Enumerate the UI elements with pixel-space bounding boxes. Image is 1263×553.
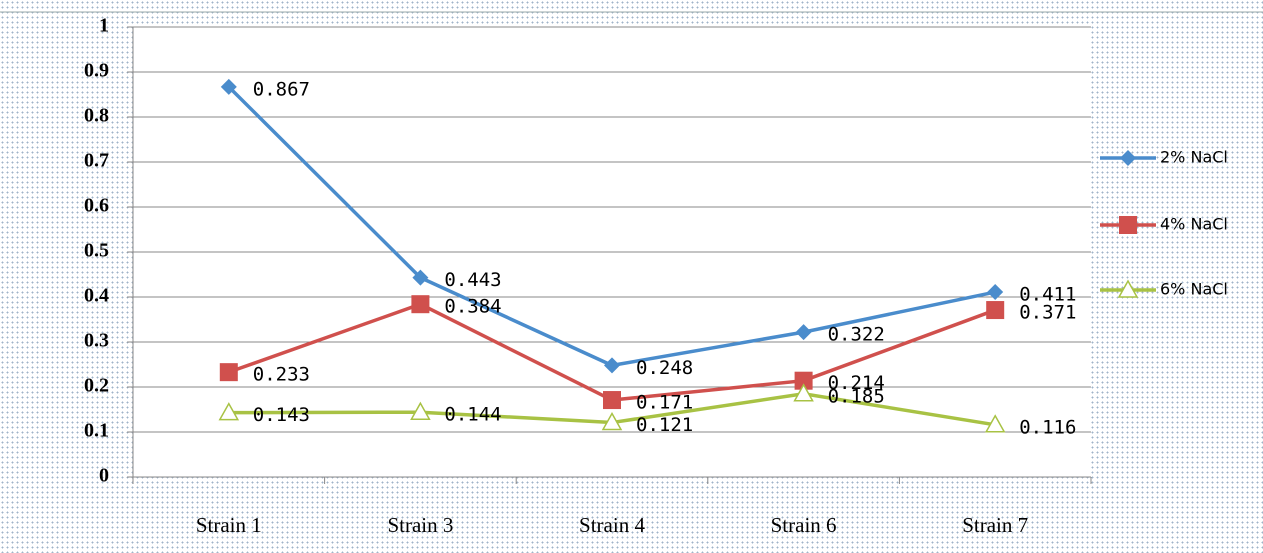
data-label: 0.171 <box>636 392 693 414</box>
data-label: 0.371 <box>1019 302 1076 324</box>
data-label: 0.443 <box>444 269 501 291</box>
marker <box>410 401 431 420</box>
legend-item: 6% NaCl <box>1100 279 1228 299</box>
y-tick-label: 0.5 <box>84 240 109 262</box>
marker <box>1119 216 1137 234</box>
marker <box>411 295 430 314</box>
data-label: 0.867 <box>253 78 310 100</box>
marker <box>603 391 621 410</box>
marker <box>793 383 814 402</box>
marker <box>218 402 240 421</box>
data-label: 0.248 <box>636 357 693 379</box>
marker <box>604 357 620 374</box>
marker <box>987 284 1004 301</box>
data-label: 0.214 <box>828 372 885 394</box>
legend-label: 4% NaCl <box>1160 215 1228 234</box>
legend-item: 2% NaCl <box>1100 148 1228 167</box>
y-tick-label: 0.9 <box>84 60 109 82</box>
legend-item: 4% NaCl <box>1100 215 1228 234</box>
marker <box>984 414 1006 433</box>
y-tick-label: 0.6 <box>84 195 109 217</box>
marker <box>601 412 623 431</box>
y-tick-label: 0 <box>99 465 109 487</box>
marker <box>412 269 429 286</box>
data-label: 0.322 <box>828 324 885 346</box>
data-label: 0.185 <box>828 385 885 407</box>
marker <box>219 363 238 382</box>
data-label: 0.116 <box>1019 416 1076 438</box>
x-tick-label: Strain 1 <box>196 513 262 537</box>
x-tick-label: Strain 3 <box>387 513 453 537</box>
marker <box>1120 150 1136 166</box>
y-tick-label: 0.1 <box>84 420 109 442</box>
marker <box>1117 279 1139 298</box>
x-tick-label: Strain 6 <box>771 513 837 537</box>
data-label: 0.233 <box>253 364 310 386</box>
x-tick-label: Strain 7 <box>962 513 1028 537</box>
legend-label: 2% NaCl <box>1160 148 1228 167</box>
y-tick-label: 0.4 <box>84 285 109 307</box>
data-label: 0.411 <box>1019 284 1076 306</box>
data-label: 0.144 <box>444 404 501 426</box>
y-tick-label: 1 <box>99 15 109 37</box>
y-tick-label: 0.7 <box>84 150 109 172</box>
marker <box>986 301 1005 320</box>
marker <box>794 371 813 390</box>
y-tick-label: 0.8 <box>84 105 109 127</box>
data-label: 0.121 <box>636 414 693 436</box>
data-label: 0.143 <box>253 404 310 426</box>
legend-label: 6% NaCl <box>1160 280 1228 299</box>
marker <box>795 324 812 341</box>
data-label: 0.384 <box>444 296 501 318</box>
x-tick-label: Strain 4 <box>579 513 645 537</box>
marker <box>220 78 237 95</box>
y-tick-label: 0.2 <box>84 375 109 397</box>
y-tick-label: 0.3 <box>84 330 109 352</box>
